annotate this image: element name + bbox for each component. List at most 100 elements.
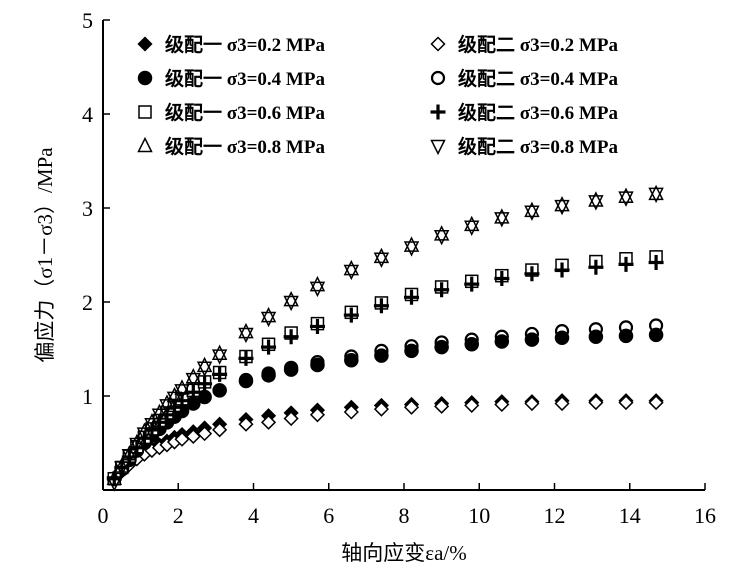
legend-marker	[430, 70, 446, 86]
data-point	[524, 266, 540, 282]
legend-label: 级配二 σ3=0.6 MPa	[458, 101, 618, 124]
data-point	[403, 399, 420, 415]
data-point	[114, 457, 130, 473]
data-point	[238, 372, 254, 388]
data-point	[344, 353, 359, 368]
series-8	[106, 187, 664, 492]
legend-item: 级配二 σ3=0.4 MPa	[430, 67, 618, 90]
legend-marker	[137, 36, 153, 52]
data-point	[309, 275, 326, 292]
data-point	[106, 476, 123, 492]
data-point	[494, 329, 509, 344]
data-point	[648, 318, 664, 333]
data-point	[151, 403, 168, 420]
data-point	[404, 339, 419, 354]
data-point	[464, 276, 480, 292]
legend-marker	[430, 104, 446, 120]
series-7	[106, 184, 664, 485]
data-point	[343, 307, 359, 323]
data-point	[433, 225, 450, 241]
legend-item: 级配一 σ3=0.4 MPa	[137, 67, 325, 90]
data-point	[554, 196, 570, 212]
legend-marker	[137, 136, 153, 153]
data-point	[374, 348, 389, 363]
data-point	[404, 289, 420, 305]
data-point	[554, 324, 570, 339]
data-point	[648, 184, 664, 201]
data-point	[554, 395, 570, 412]
data-point	[283, 329, 299, 345]
data-point	[494, 334, 510, 349]
data-point	[373, 252, 390, 268]
data-point	[343, 264, 360, 281]
data-point	[159, 399, 175, 415]
data-point	[524, 395, 540, 412]
data-point	[464, 332, 479, 347]
legend-marker	[138, 105, 152, 119]
data-point	[588, 195, 604, 211]
data-point	[588, 259, 604, 275]
legend-label: 级配二 σ3=0.2 MPa	[458, 33, 618, 56]
axes	[102, 20, 705, 491]
legend-marker	[430, 36, 446, 52]
legend-item: 级配一 σ3=0.8 MPa	[137, 135, 325, 158]
data-point	[136, 422, 153, 438]
data-point	[212, 366, 228, 382]
data-point	[260, 306, 277, 323]
x-tick-label: 8	[399, 503, 410, 528]
x-tick-label: 4	[248, 503, 259, 528]
data-point	[212, 383, 227, 398]
data-point	[433, 229, 450, 246]
data-point	[373, 401, 389, 417]
data-point	[260, 414, 277, 430]
data-point	[524, 205, 540, 221]
data-point	[196, 356, 213, 373]
legend-marker	[430, 139, 446, 156]
data-point	[494, 271, 510, 286]
x-tick-label: 12	[544, 503, 566, 528]
data-point	[434, 398, 450, 414]
data-point	[554, 199, 570, 216]
legend-item: 级配一 σ3=0.6 MPa	[138, 101, 325, 124]
data-point	[464, 215, 480, 232]
data-point	[618, 191, 634, 207]
data-point	[618, 395, 634, 411]
data-point	[144, 417, 160, 434]
x-tick-label: 0	[98, 503, 109, 528]
data-point	[284, 360, 299, 375]
data-point	[618, 320, 634, 335]
data-point	[238, 322, 254, 339]
data-point	[261, 366, 276, 381]
data-point	[618, 187, 634, 203]
data-point	[524, 201, 540, 218]
legend-label: 级配二 σ3=0.8 MPa	[458, 135, 618, 158]
data-point	[464, 220, 480, 236]
y-tick-label: 1	[82, 384, 93, 409]
x-tick-label: 16	[694, 503, 716, 528]
data-point	[343, 404, 359, 420]
data-point	[434, 335, 449, 350]
data-point	[151, 408, 168, 424]
data-point	[121, 445, 138, 461]
data-point	[283, 295, 299, 312]
data-point	[648, 255, 664, 271]
data-point	[618, 256, 634, 272]
data-point	[144, 413, 160, 429]
legend-label: 级配一 σ3=0.2 MPa	[165, 33, 325, 56]
data-point	[197, 426, 213, 442]
data-point	[309, 318, 325, 334]
data-point	[196, 361, 213, 377]
data-point	[238, 327, 254, 344]
data-point	[524, 326, 540, 342]
y-axis-label: 偏应力（σ1－σ3）/MPa	[33, 147, 57, 363]
legend-label: 级配二 σ3=0.4 MPa	[458, 67, 618, 90]
data-point	[159, 407, 175, 423]
data-point	[588, 322, 603, 337]
data-point	[211, 344, 228, 360]
legend-label: 级配一 σ3=0.4 MPa	[165, 67, 325, 90]
data-point	[373, 247, 390, 264]
legend-item: 级配二 σ3=0.6 MPa	[430, 101, 618, 124]
data-point	[464, 337, 479, 352]
y-tick-label: 4	[82, 102, 93, 127]
